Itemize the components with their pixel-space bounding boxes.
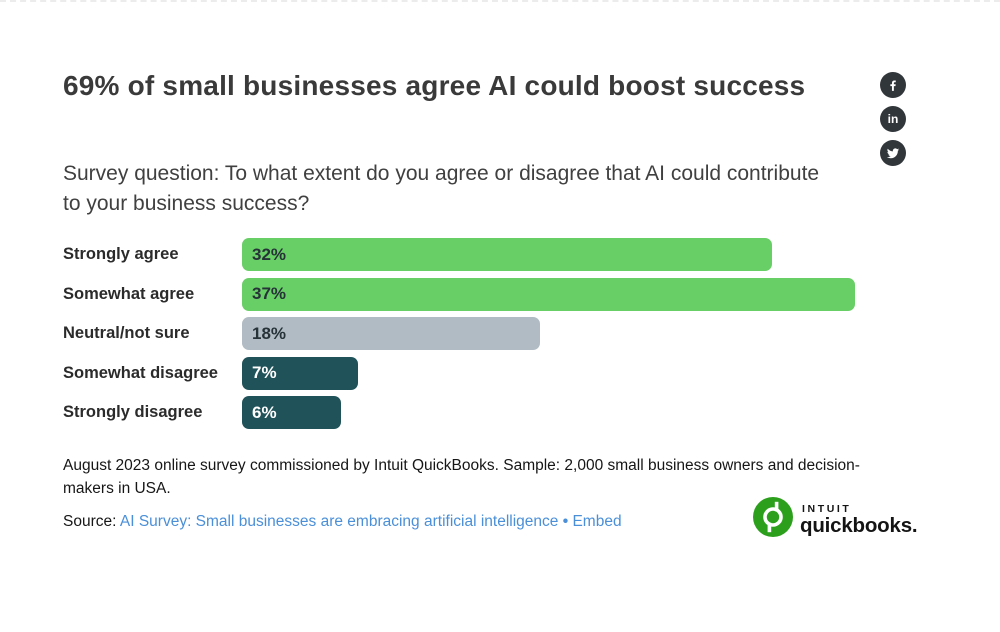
twitter-icon bbox=[886, 146, 900, 160]
intuit-wordmark: INTUIT bbox=[802, 502, 852, 515]
bar-value-label: 7% bbox=[252, 363, 277, 383]
bar-strongly-disagree: 6% bbox=[242, 396, 341, 430]
bar-value-label: 18% bbox=[252, 323, 287, 343]
chart-row: Strongly agree 32% bbox=[63, 238, 855, 271]
facebook-icon bbox=[886, 78, 900, 92]
chart-row: Neutral/not sure 18% bbox=[63, 317, 855, 351]
bar-value-label: 32% bbox=[252, 244, 287, 264]
linkedin-icon: in bbox=[887, 111, 899, 126]
quickbooks-logo-icon bbox=[753, 497, 793, 542]
bar-neutral: 18% bbox=[242, 317, 540, 351]
facebook-share-button[interactable] bbox=[880, 72, 906, 98]
chart-row: Strongly disagree 6% bbox=[63, 396, 855, 430]
separator-bullet: • bbox=[562, 513, 569, 530]
category-label: Neutral/not sure bbox=[63, 324, 190, 343]
chart-row: Somewhat agree 37% bbox=[63, 277, 855, 311]
bar-chart: Strongly agree 32% Somewhat agree 37% Ne… bbox=[63, 238, 855, 436]
bar-strongly-agree: 32% bbox=[242, 238, 772, 271]
bar-somewhat-agree: 37% bbox=[242, 277, 855, 311]
quickbooks-logo: INTUIT quickbooks. bbox=[753, 497, 918, 542]
chart-subtitle: Survey question: To what extent do you a… bbox=[63, 162, 820, 215]
category-label: Somewhat agree bbox=[63, 284, 195, 303]
embed-link[interactable]: Embed bbox=[572, 513, 622, 530]
twitter-share-button[interactable] bbox=[880, 140, 906, 166]
chart-title: 69% of small businesses agree AI could b… bbox=[63, 70, 806, 101]
source-label: Source: bbox=[63, 513, 117, 530]
quickbooks-wordmark-text: quickbooks. bbox=[800, 513, 918, 537]
category-label: Somewhat disagree bbox=[63, 363, 218, 382]
bar-value-label: 37% bbox=[252, 284, 287, 304]
social-share-bar: in bbox=[880, 72, 906, 166]
footnote: August 2023 online survey commissioned b… bbox=[63, 457, 860, 497]
bar-value-label: 6% bbox=[252, 402, 277, 422]
source-row: Source: AI Survey: Small businesses are … bbox=[63, 511, 622, 533]
bar-somewhat-disagree: 7% bbox=[242, 356, 358, 390]
source-link[interactable]: AI Survey: Small businesses are embracin… bbox=[119, 513, 559, 530]
category-label: Strongly disagree bbox=[63, 403, 203, 422]
quickbooks-wordmark: INTUIT quickbooks. bbox=[800, 502, 918, 537]
category-label: Strongly agree bbox=[63, 245, 179, 263]
linkedin-share-button[interactable]: in bbox=[880, 106, 906, 132]
chart-row: Somewhat disagree 7% bbox=[63, 356, 855, 390]
